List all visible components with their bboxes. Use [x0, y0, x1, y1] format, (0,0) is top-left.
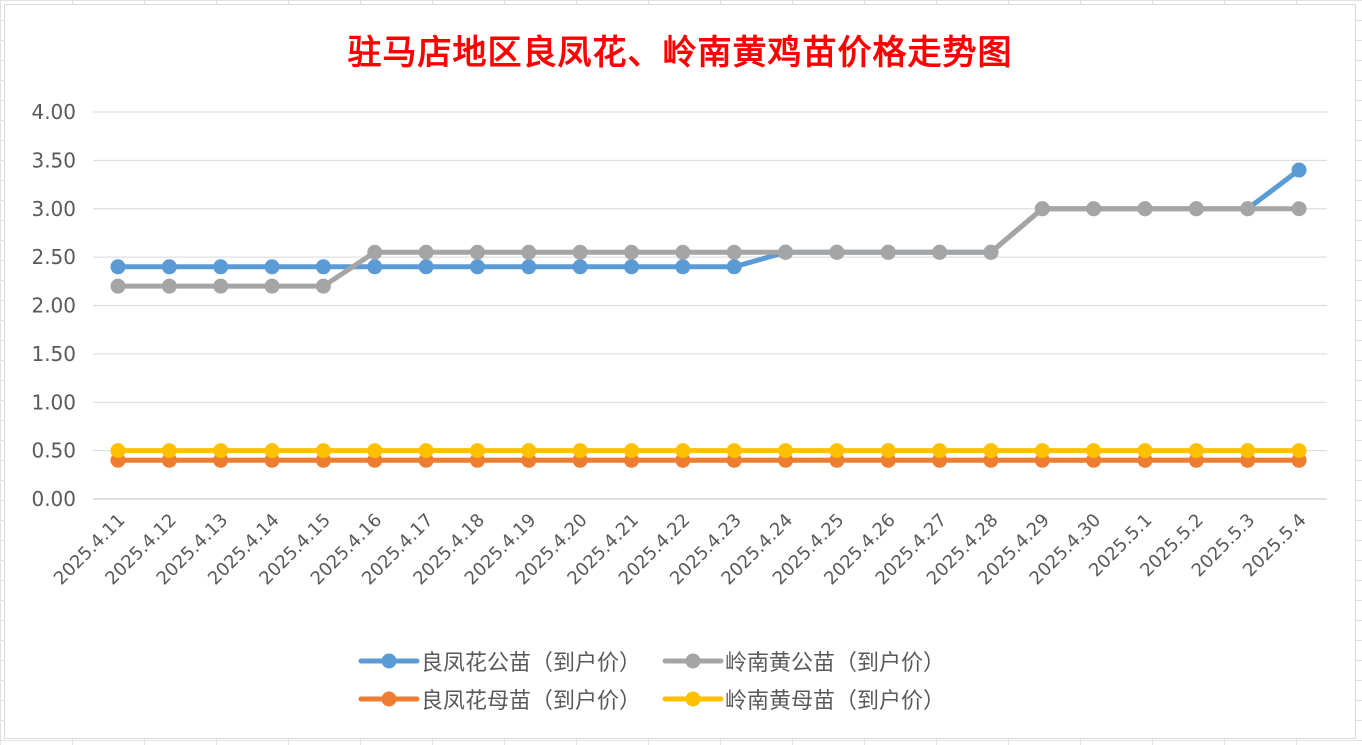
data-point	[1034, 443, 1050, 459]
data-point	[1086, 443, 1102, 459]
data-point	[726, 443, 742, 459]
data-point	[1188, 201, 1204, 217]
data-point	[110, 259, 126, 275]
legend-item: 岭南黄公苗（到户价）	[661, 645, 945, 677]
y-tick-label: 1.50	[31, 342, 76, 366]
data-point	[213, 443, 229, 459]
data-point	[829, 443, 845, 459]
data-point	[367, 244, 383, 260]
data-point	[367, 259, 383, 275]
legend-row-1: 良凤花公苗（到户价） 岭南黄公苗（到户价）	[357, 645, 965, 677]
y-tick-label: 0.00	[31, 487, 76, 511]
data-point	[1291, 443, 1307, 459]
data-point	[572, 259, 588, 275]
data-point	[932, 443, 948, 459]
data-point	[110, 278, 126, 294]
data-point	[726, 259, 742, 275]
legend-item: 岭南黄母苗（到户价）	[661, 683, 945, 715]
y-tick-label: 1.00	[31, 390, 76, 414]
data-point	[469, 259, 485, 275]
data-point	[315, 278, 331, 294]
data-point	[880, 244, 896, 260]
legend-label: 良凤花公苗（到户价）	[420, 651, 641, 676]
data-point	[572, 244, 588, 260]
legend-swatch	[662, 653, 724, 669]
data-point	[1137, 201, 1153, 217]
data-point	[1086, 201, 1102, 217]
data-point	[367, 443, 383, 459]
legend-label: 岭南黄公苗（到户价）	[725, 651, 946, 676]
legend-swatch	[358, 691, 420, 707]
data-point	[315, 259, 331, 275]
legend-swatch	[358, 653, 420, 669]
data-point	[418, 443, 434, 459]
y-tick-label: 4.00	[31, 100, 76, 124]
legend-label: 岭南黄母苗（到户价）	[725, 689, 946, 714]
data-point	[418, 244, 434, 260]
data-point	[264, 259, 280, 275]
chart-area[interactable]: 驻马店地区良凤花、岭南黄鸡苗价格走势图 0.00 0.50 1.00 1.50 2.00…	[4, 4, 1356, 739]
data-point	[521, 259, 537, 275]
data-point	[624, 443, 639, 459]
legend-swatch	[662, 691, 724, 707]
data-point	[675, 244, 691, 260]
data-point	[1188, 443, 1204, 459]
data-point	[675, 443, 691, 459]
data-point	[675, 259, 691, 275]
data-point	[932, 244, 948, 260]
data-point	[264, 443, 280, 459]
data-point	[1137, 443, 1153, 459]
data-point	[161, 443, 177, 459]
data-point	[1240, 443, 1256, 459]
data-point	[213, 278, 229, 294]
data-point	[983, 443, 999, 459]
chart-title: 驻马店地区良凤花、岭南黄鸡苗价格走势图	[347, 33, 1013, 73]
data-point	[110, 443, 126, 459]
data-point	[469, 244, 485, 260]
legend-item: 良凤花公苗（到户价）	[357, 645, 641, 677]
data-point	[1291, 201, 1307, 217]
legend-item: 良凤花母苗（到户价）	[357, 683, 641, 715]
data-point	[1291, 162, 1307, 178]
data-point	[264, 278, 280, 294]
data-point	[1034, 201, 1050, 217]
data-point	[572, 443, 588, 459]
data-point	[1240, 201, 1256, 217]
data-point	[880, 443, 896, 459]
legend-label: 良凤花母苗（到户价）	[420, 689, 641, 714]
y-tick-label: 3.00	[31, 197, 76, 221]
y-tick-label: 2.50	[31, 245, 76, 269]
data-point	[161, 259, 177, 275]
data-point	[778, 443, 794, 459]
data-point	[469, 443, 485, 459]
y-tick-label: 0.50	[31, 439, 76, 463]
data-point	[778, 244, 794, 260]
data-point	[418, 259, 434, 275]
plot-area: 0.000.501.001.502.002.503.003.504.002025…	[31, 100, 1327, 589]
series-line-3	[115, 206, 1302, 289]
legend-row-2: 良凤花母苗（到户价） 岭南黄母苗（到户价）	[357, 683, 965, 715]
data-point	[983, 244, 999, 260]
data-point	[161, 278, 177, 294]
data-point	[213, 259, 229, 275]
data-point	[521, 244, 537, 260]
data-point	[521, 443, 537, 459]
y-tick-label: 3.50	[31, 148, 76, 172]
data-point	[624, 244, 639, 260]
data-point	[624, 259, 639, 275]
data-point	[829, 244, 845, 260]
y-tick-label: 2.00	[31, 294, 76, 318]
data-point	[315, 443, 331, 459]
data-point	[726, 244, 742, 260]
